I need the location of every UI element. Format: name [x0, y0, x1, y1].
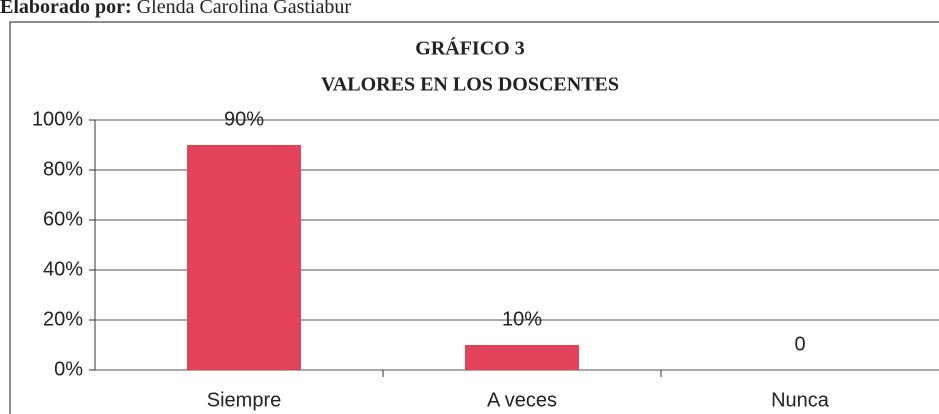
y-tick-label: 40%	[43, 258, 83, 280]
y-tick-label: 20%	[43, 308, 83, 330]
y-tick-label: 0%	[54, 358, 83, 380]
bar	[465, 345, 579, 370]
bar	[187, 145, 301, 370]
chart-title: VALORES EN LOS DOSCENTES	[321, 74, 619, 96]
chart-frame	[9, 21, 939, 414]
caption-label: Elaborado por:	[0, 0, 132, 18]
data-label: 0	[794, 333, 805, 355]
y-tick-label: 80%	[43, 158, 83, 180]
chart-title: GRÁFICO 3	[415, 37, 524, 60]
caption: Elaborado por: Glenda Carolina Gastiabur	[0, 0, 351, 18]
y-tick-label: 60%	[43, 208, 83, 230]
y-tick-label: 100%	[32, 108, 83, 130]
x-tick-label: Siempre	[207, 389, 281, 411]
data-label: 10%	[502, 308, 542, 330]
data-label: 90%	[224, 108, 264, 130]
caption-name: Glenda Carolina Gastiabur	[137, 0, 352, 18]
x-tick-label: Nunca	[771, 389, 830, 411]
x-tick-label: A veces	[487, 389, 557, 411]
